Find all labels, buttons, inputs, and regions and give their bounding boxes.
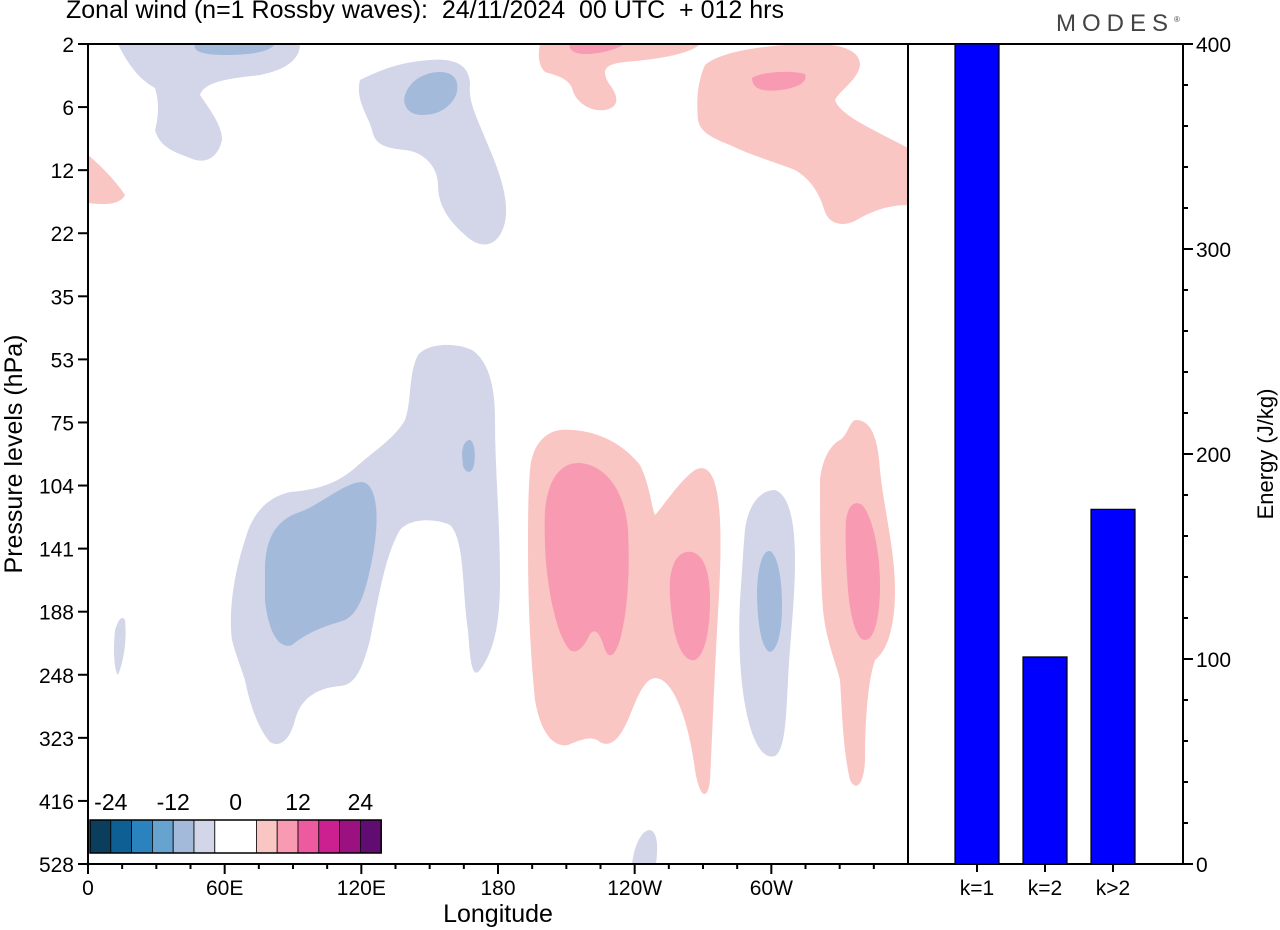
contour-neg-light [632,830,658,864]
colorbar-swatch [193,819,216,854]
colorbar-swatch [276,819,299,854]
x-tick-label: 60E [206,877,243,900]
plot-frame [87,43,909,865]
colorbar: -24 -12 0 12 24 [89,789,382,854]
y-tick-label: 104 [39,476,74,499]
x-tick-label: 120E [337,877,386,900]
colorbar-label: 24 [348,789,374,815]
energy-bar [954,43,1000,865]
energy-tick-label: 100 [1196,649,1231,672]
colorbar-swatch [131,819,153,854]
colorbar-swatch [339,819,361,854]
contour-field [88,44,908,864]
brand-text: MODES [1056,10,1175,37]
modes-logo: MODES® [1056,10,1180,38]
bar-category-label: k>2 [1096,877,1130,900]
y-tick-label: 248 [39,665,74,688]
contour-neg-mid [404,72,458,115]
colorbar-swatch [214,819,257,854]
colorbar-swatch [110,819,133,854]
contour-pos-mid [752,71,806,91]
bar-category-label: k=2 [1028,877,1062,900]
y-axis-title: Pressure levels (hPa) [0,335,28,574]
colorbar-label: 0 [229,789,242,815]
energy-bar [1022,656,1068,865]
x-tick-label: 180 [480,877,515,900]
y-tick-label: 141 [39,539,74,562]
energy-axis-title: Energy (J/kg) [1253,389,1278,520]
colorbar-swatch [89,819,112,854]
contour-neg-mid [462,440,475,472]
y-tick-label: 12 [51,160,74,183]
colorbar-frame [89,819,382,854]
y-tick-label: 188 [39,602,74,625]
contour-pos-light [538,44,700,111]
x-tick-label: 60W [750,877,793,900]
colorbar-label: 12 [285,789,311,815]
x-tick-label: 120W [607,877,662,900]
y-tick-label: 2 [62,34,74,57]
y-tick-label: 22 [51,223,74,246]
colorbar-label: -12 [157,789,190,815]
x-tick-label: 0 [82,877,94,900]
chart-title: Zonal wind (n=1 Rossby waves): 24/11/202… [66,0,784,24]
y-tick-label: 528 [39,854,74,877]
energy-bar [1090,508,1136,865]
contour-pos-mid [569,44,625,54]
contour-neg-light [114,618,126,675]
y-axis: 2 6 12 22 35 53 75 104 141 188 248 323 416 528 [39,34,88,877]
contour-neg-mid [194,44,275,55]
energy-tick-label: 300 [1196,239,1231,262]
y-tick-label: 53 [51,349,74,372]
contour-pos-light [88,155,125,205]
x-axis: 0 60E 120E 180 120W 60W [82,864,875,900]
colorbar-swatch [255,819,278,854]
colorbar-swatch [297,819,320,854]
y-tick-label: 6 [62,97,74,120]
y-tick-label: 323 [39,728,74,751]
contour-pos-mid [845,503,880,640]
energy-tick-label: 400 [1196,34,1231,57]
x-axis-title: Longitude [443,900,553,928]
colorbar-swatch [172,819,195,854]
energy-tick-label: 0 [1196,854,1208,877]
contour-neg-mid [265,482,377,646]
colorbar-swatch [318,819,340,854]
y-tick-label: 75 [51,412,74,435]
bar-category-label: k=1 [960,877,994,900]
energy-tick-label: 200 [1196,444,1231,467]
colorbar-swatch [151,819,174,854]
contour-neg-light [118,44,300,161]
y-tick-label: 416 [39,791,74,814]
registered-mark: ® [1174,15,1180,24]
y-tick-label: 35 [51,286,74,309]
contour-pos-light [697,44,908,224]
contour-pos-mid [669,551,710,661]
contour-pos-mid [544,462,629,656]
energy-bar-panel: 0 100 200 300 400 k=1 k=2 k>2 [907,34,1231,900]
colorbar-label: -24 [94,789,127,815]
colorbar-swatch [359,819,382,854]
contour-neg-mid [757,550,782,652]
contour-neg-light [358,59,507,245]
